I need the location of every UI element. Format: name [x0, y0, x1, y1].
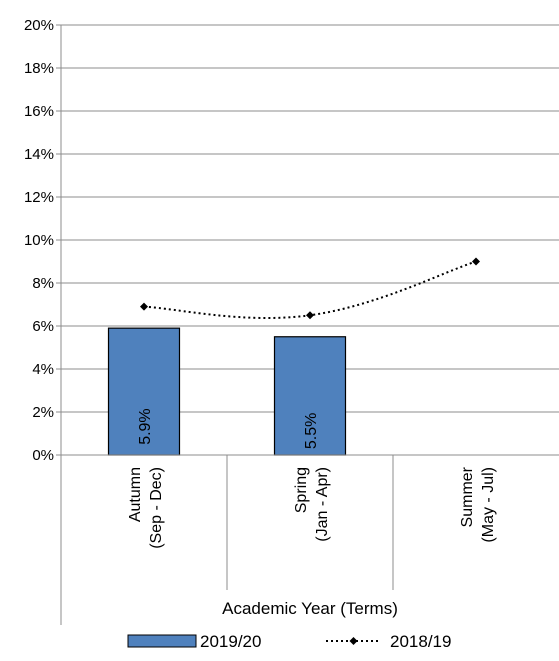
y-tick-label: 4%	[32, 361, 54, 378]
x-axis-title: Academic Year (Terms)	[222, 599, 398, 618]
bar-data-label: 5.9%	[137, 408, 154, 444]
bar	[273, 336, 347, 456]
line-marker	[140, 302, 148, 311]
y-tick-label: 16%	[24, 103, 54, 120]
y-axis-tick-labels: 0% 2% 4% 6% 8% 10% 12% 14% 16% 18% 20%	[24, 17, 54, 464]
bar-series: 5.9% 5.5%	[107, 327, 347, 456]
y-tick-label: 18%	[24, 60, 54, 77]
svg-text:Summer(May - Jul): Summer (May - Jul)	[459, 466, 497, 542]
svg-text:Spring(Jan - Apr): Spring (Jan - Apr)	[293, 467, 331, 542]
bar	[107, 327, 181, 456]
bar-data-label: 5.5%	[303, 413, 320, 449]
legend-swatch-bar	[127, 634, 197, 648]
svg-text:Autumn(Sep - Dec): Autumn (Sep - Dec)	[127, 467, 165, 549]
x-category-label: Summer (May - Jul)	[459, 466, 497, 542]
y-tick-label: 10%	[24, 232, 54, 249]
y-tick-label: 12%	[24, 189, 54, 206]
y-tick-label: 20%	[24, 17, 54, 34]
y-tick-label: 8%	[32, 275, 54, 292]
axes	[56, 24, 559, 625]
legend-label-bar: 2019/20	[200, 632, 261, 651]
line-path	[143, 260, 477, 319]
y-tick-label: 2%	[32, 404, 54, 421]
legend-marker	[349, 637, 358, 645]
line-series	[140, 257, 480, 320]
line-marker	[472, 257, 480, 266]
x-axis-category-labels: Autumn (Sep - Dec) Spring (Jan - Apr) Summer…	[127, 466, 497, 548]
legend: 2019/20 2018/19	[127, 632, 451, 651]
y-tick-label: 14%	[24, 146, 54, 163]
x-category-label: Spring (Jan - Apr)	[293, 467, 331, 542]
y-tick-label: 6%	[32, 318, 54, 335]
y-tick-label: 0%	[32, 447, 54, 464]
legend-label-line: 2018/19	[390, 632, 451, 651]
line-marker	[306, 311, 314, 320]
x-category-label: Autumn (Sep - Dec)	[127, 467, 165, 549]
